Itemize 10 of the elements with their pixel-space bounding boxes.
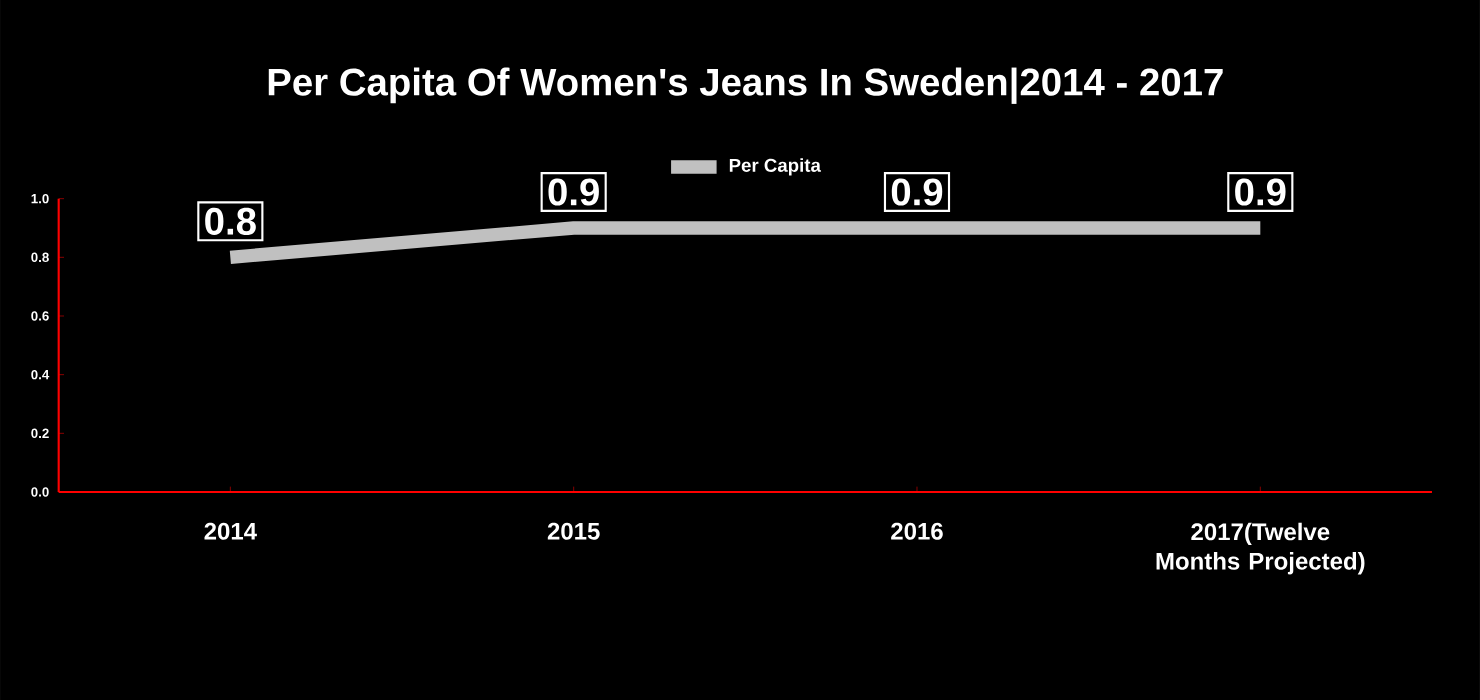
data-label: 0.8 xyxy=(205,207,256,235)
data-label: 0.9 xyxy=(548,178,599,206)
legend-label: Per Capita xyxy=(729,158,822,176)
x-tick-label: 2014 xyxy=(204,522,257,540)
chart-title: Per Capita Of Women's Jeans In Sweden|2014 - 2017 xyxy=(268,67,1223,104)
data-label: 0.9 xyxy=(1235,178,1286,206)
x-tick-label: 2017(Twelve Months Projected) xyxy=(1156,522,1365,575)
x-tick-label: 2016 xyxy=(891,522,943,540)
data-label: 0.9 xyxy=(891,178,943,206)
x-tick-label: 2015 xyxy=(547,522,600,540)
